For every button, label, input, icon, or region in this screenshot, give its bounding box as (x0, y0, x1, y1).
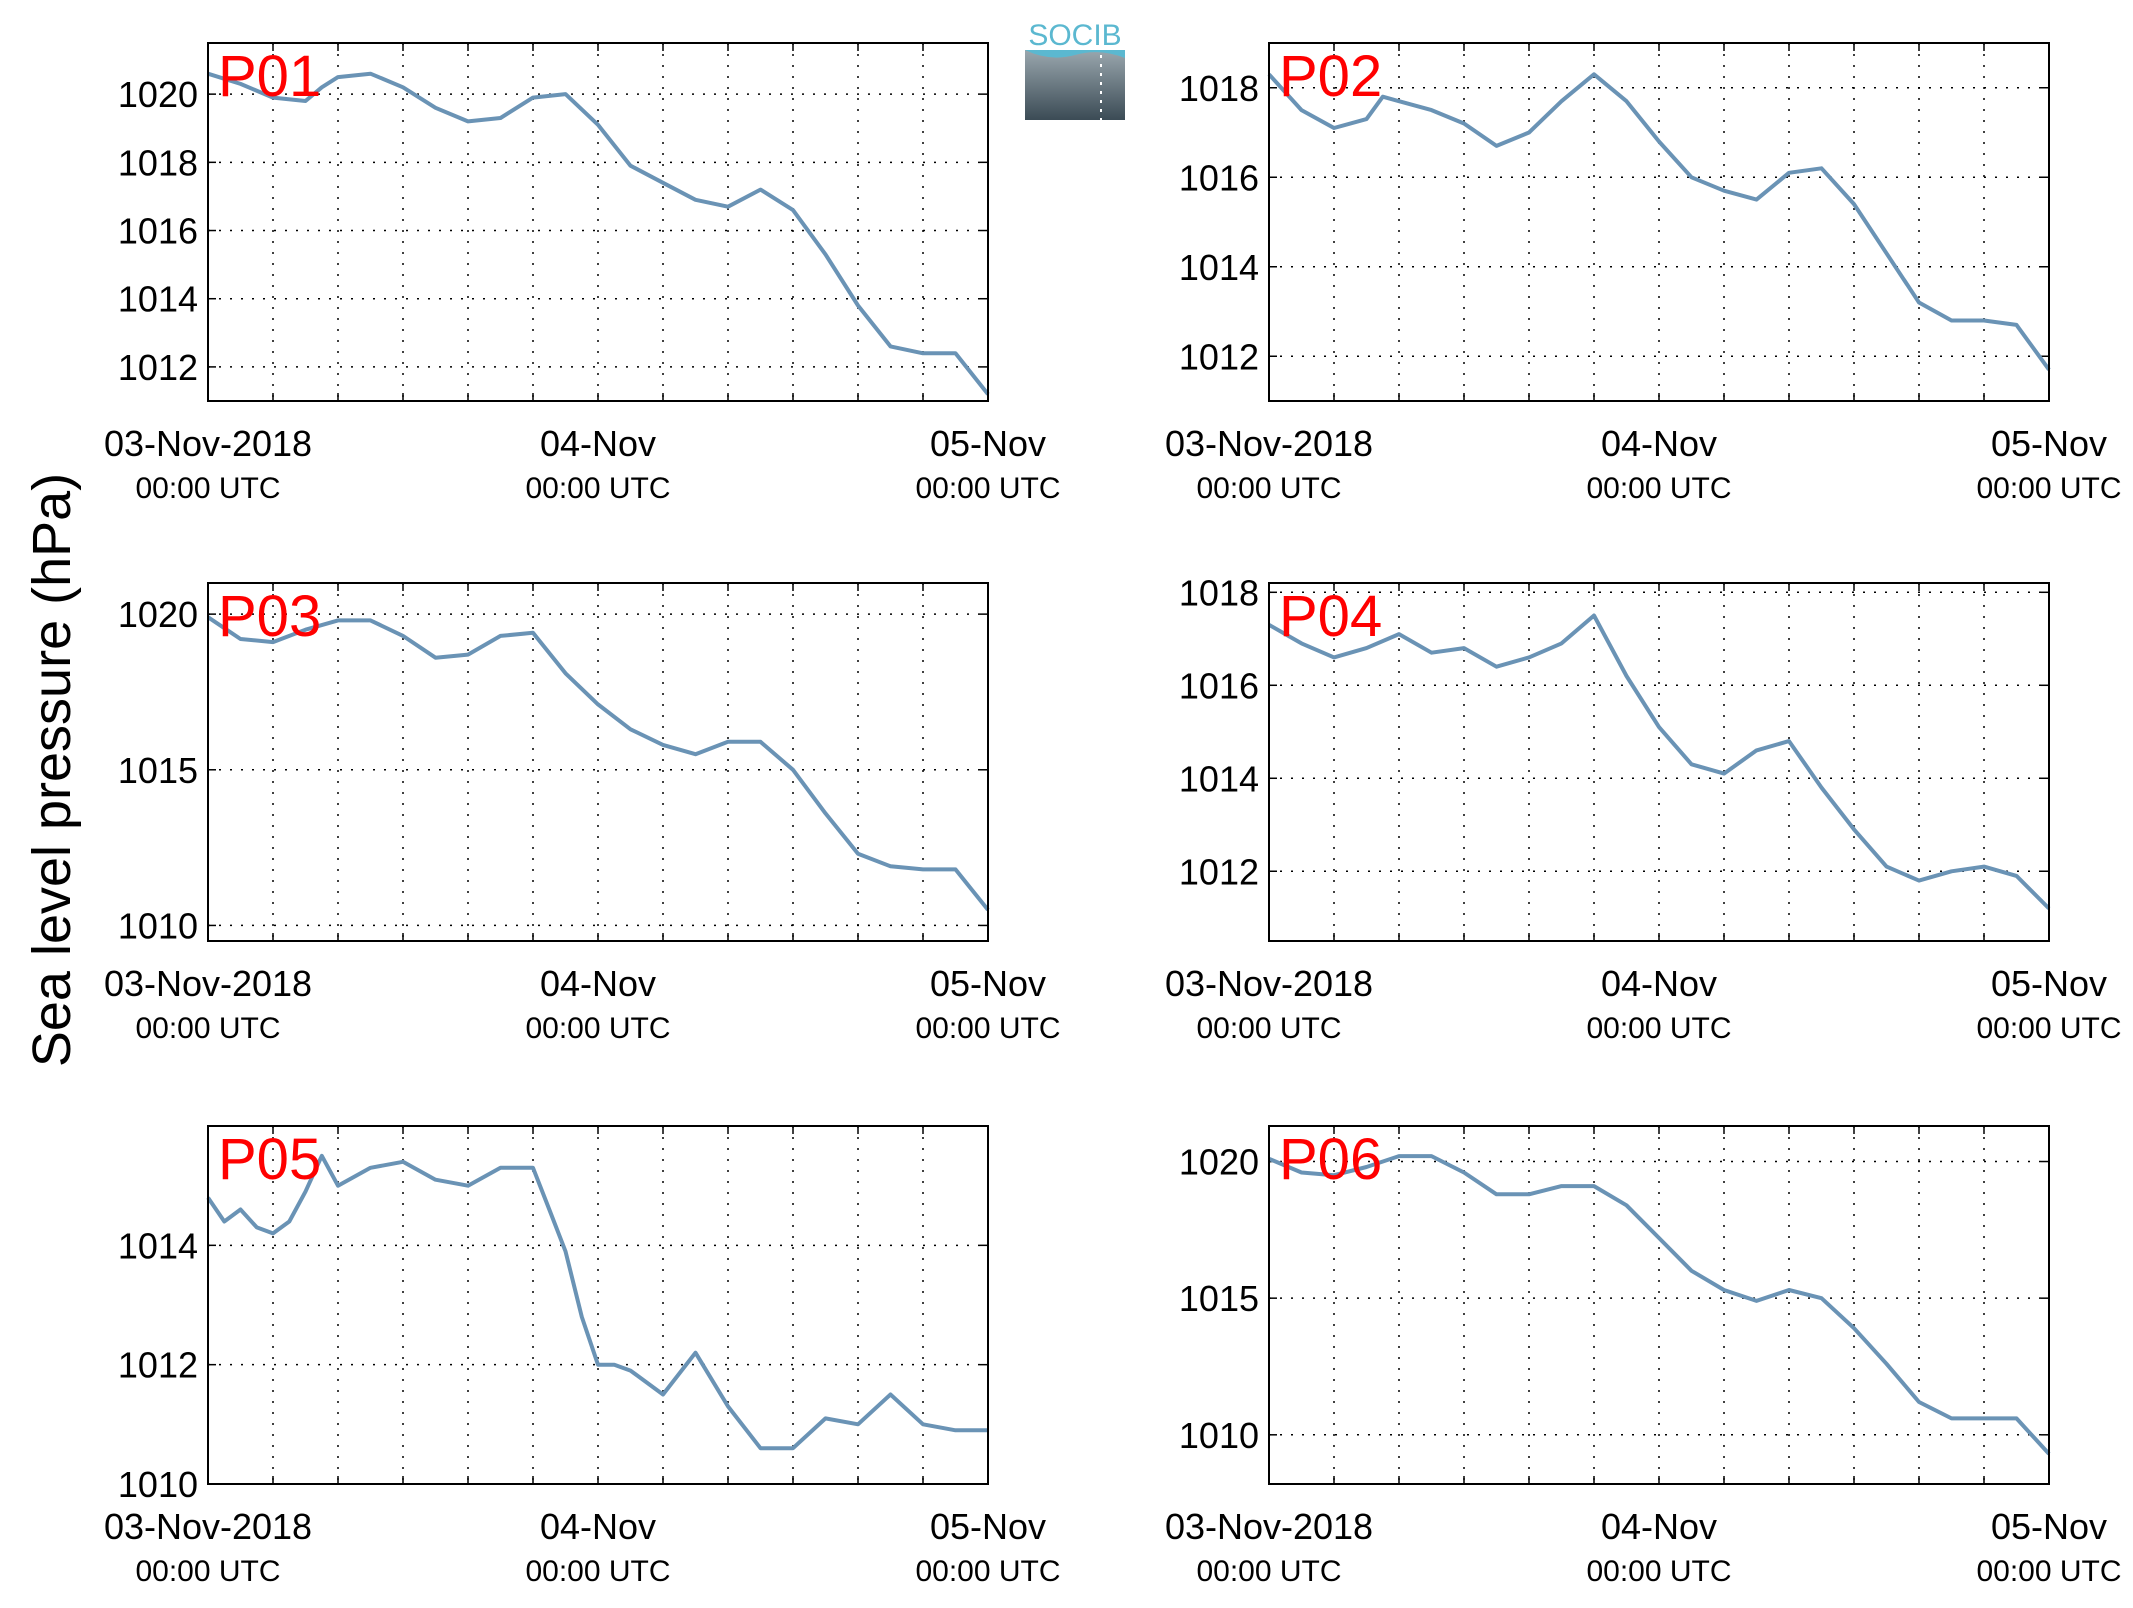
y-tick-label: 1014 (118, 1225, 198, 1266)
y-tick-label: 1018 (118, 142, 198, 183)
x-tick-label: 05-Nov (1991, 963, 2107, 1004)
x-tick-sublabel: 00:00 UTC (525, 472, 670, 505)
panel-label: P05 (218, 1127, 321, 1192)
x-tick-sublabel: 00:00 UTC (915, 1555, 1060, 1588)
y-tick-label: 1016 (118, 211, 198, 252)
y-tick-label: 1020 (1179, 1142, 1259, 1183)
socib-logo: SOCIB (1025, 19, 1125, 120)
axes-frame (1268, 582, 2050, 942)
x-tick-sublabel: 00:00 UTC (1586, 472, 1731, 505)
y-tick-label: 1020 (118, 74, 198, 115)
panel-p06: 1010 1015 1020 03-Nov-2018 00:00 UTC 04-Nov 00… (1165, 1125, 2122, 1588)
x-tick-label: 03-Nov-2018 (1165, 423, 1373, 464)
panel-p05: 1010 1012 1014 03-Nov-2018 00:00 UTC 04-Nov 00… (104, 1125, 1061, 1588)
series-line (207, 71, 990, 396)
y-tick-label: 1010 (1179, 1415, 1259, 1456)
y-tick-label: 1014 (118, 279, 198, 320)
panel-p02: 1012 1014 1016 1018 03-Nov-2018 00:00 UTC 04-N… (1165, 42, 2122, 505)
x-tick-label: 04-Nov (540, 1506, 656, 1547)
axes-frame (1268, 1125, 2050, 1485)
x-tick-sublabel: 00:00 UTC (525, 1012, 670, 1045)
x-tick-label: 03-Nov-2018 (1165, 963, 1373, 1004)
x-tick-sublabel: 00:00 UTC (135, 472, 280, 505)
y-tick-label: 1010 (118, 1464, 198, 1505)
panel-label: P01 (218, 44, 321, 109)
series-line (1268, 1154, 2051, 1456)
x-tick-label: 03-Nov-2018 (1165, 1506, 1373, 1547)
y-tick-label: 1015 (1179, 1278, 1259, 1319)
y-tick-label: 1018 (1179, 68, 1259, 109)
x-tick-sublabel: 00:00 UTC (1586, 1012, 1731, 1045)
y-tick-label: 1012 (1179, 336, 1259, 377)
series-line (206, 615, 990, 912)
x-tick-sublabel: 00:00 UTC (1976, 1012, 2121, 1045)
x-tick-label: 03-Nov-2018 (104, 1506, 312, 1547)
x-tick-sublabel: 00:00 UTC (135, 1012, 280, 1045)
panel-label: P02 (1279, 44, 1382, 109)
y-tick-label: 1012 (118, 1345, 198, 1386)
x-tick-label: 04-Nov (540, 423, 656, 464)
x-tick-sublabel: 00:00 UTC (1196, 1555, 1341, 1588)
x-tick-sublabel: 00:00 UTC (1976, 472, 2121, 505)
x-tick-label: 04-Nov (1601, 423, 1717, 464)
y-tick-label: 1012 (1179, 851, 1259, 892)
x-tick-label: 04-Nov (1601, 963, 1717, 1004)
panel-p04: 1012 1014 1016 1018 03-Nov-2018 00:00 UTC 04-N… (1165, 572, 2122, 1045)
y-tick-label: 1018 (1179, 572, 1259, 613)
x-tick-label: 05-Nov (1991, 423, 2107, 464)
x-tick-sublabel: 00:00 UTC (135, 1555, 280, 1588)
y-tick-label: 1015 (118, 750, 198, 791)
series-line (206, 1153, 988, 1451)
x-tick-label: 05-Nov (1991, 1506, 2107, 1547)
y-tick-label: 1010 (118, 905, 198, 946)
x-tick-label: 03-Nov-2018 (104, 963, 312, 1004)
x-tick-sublabel: 00:00 UTC (1196, 1012, 1341, 1045)
axes-frame (207, 1125, 989, 1485)
y-tick-label: 1016 (1179, 665, 1259, 706)
y-axis-label: Sea level pressure (hPa) (22, 473, 82, 1067)
y-tick-label: 1014 (1179, 758, 1259, 799)
x-tick-label: 04-Nov (1601, 1506, 1717, 1547)
axes-frame (207, 582, 989, 942)
x-tick-sublabel: 00:00 UTC (525, 1555, 670, 1588)
x-tick-sublabel: 00:00 UTC (1976, 1555, 2121, 1588)
socib-logo-text: SOCIB (1028, 19, 1121, 52)
series-line (1267, 72, 2051, 371)
y-tick-label: 1020 (118, 594, 198, 635)
x-tick-label: 05-Nov (930, 963, 1046, 1004)
x-tick-label: 05-Nov (930, 1506, 1046, 1547)
y-tick-label: 1014 (1179, 247, 1259, 288)
panel-label: P03 (218, 584, 321, 649)
series-line (1268, 613, 2051, 910)
panels: 1012 1014 1016 1018 1020 03-Nov-2018 00:00 UTC… (104, 42, 2122, 1588)
y-tick-label: 1016 (1179, 157, 1259, 198)
panel-label: P04 (1279, 584, 1382, 649)
x-tick-sublabel: 00:00 UTC (915, 472, 1060, 505)
x-tick-label: 04-Nov (540, 963, 656, 1004)
panel-p01: 1012 1014 1016 1018 1020 03-Nov-2018 00:00 UTC… (104, 42, 1061, 505)
x-tick-sublabel: 00:00 UTC (1586, 1555, 1731, 1588)
x-tick-label: 05-Nov (930, 423, 1046, 464)
y-tick-label: 1012 (118, 347, 198, 388)
axes-frame (207, 42, 989, 402)
x-tick-label: 03-Nov-2018 (104, 423, 312, 464)
x-tick-sublabel: 00:00 UTC (1196, 472, 1341, 505)
panel-label: P06 (1279, 1127, 1382, 1192)
axes-frame (1268, 42, 2050, 402)
x-tick-sublabel: 00:00 UTC (915, 1012, 1060, 1045)
panel-p03: 1010 1015 1020 03-Nov-2018 00:00 UTC 04-Nov 00… (104, 582, 1061, 1045)
